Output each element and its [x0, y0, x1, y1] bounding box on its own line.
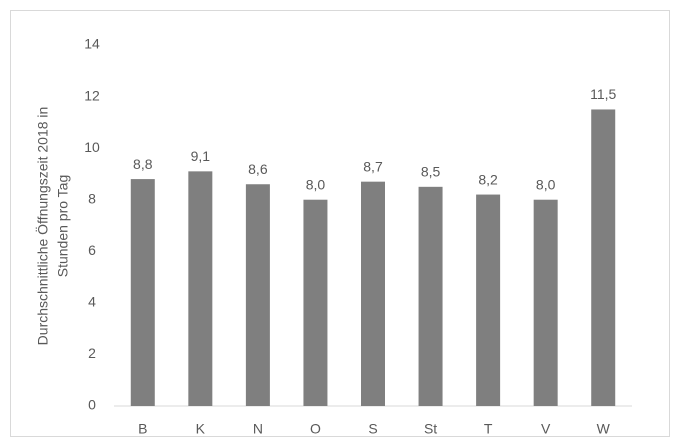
data-label: 8,7 — [363, 158, 383, 174]
data-label: 11,5 — [590, 86, 616, 102]
y-tick-label: 4 — [88, 294, 96, 310]
data-label: 8,8 — [133, 156, 153, 172]
y-axis-label: Stunden pro Tag — [55, 175, 71, 278]
y-tick-label: 6 — [88, 242, 96, 258]
y-tick-label: 0 — [88, 397, 96, 413]
x-tick-label: N — [253, 421, 263, 437]
bar — [533, 199, 558, 406]
x-tick-label: O — [310, 421, 321, 437]
chart-border — [10, 10, 670, 437]
y-tick-label: 12 — [84, 87, 100, 103]
x-tick-label: B — [138, 421, 147, 437]
bar — [476, 194, 501, 406]
bar — [361, 181, 385, 406]
x-tick-label: S — [368, 421, 377, 437]
data-label: 8,5 — [421, 164, 441, 180]
data-label: 8,0 — [536, 176, 556, 192]
bar — [130, 179, 155, 406]
y-tick-label: 14 — [84, 36, 100, 52]
bar — [591, 109, 616, 406]
y-tick-label: 8 — [88, 190, 96, 206]
data-label: 8,0 — [306, 176, 326, 192]
data-label: 8,6 — [248, 161, 268, 177]
data-label: 9,1 — [191, 148, 211, 164]
x-tick-label: V — [541, 421, 551, 437]
bar — [303, 199, 328, 406]
y-tick-label: 10 — [84, 139, 100, 155]
x-tick-label: K — [196, 421, 206, 437]
y-tick-label: 2 — [88, 345, 96, 361]
bar — [418, 186, 443, 406]
data-label: 8,2 — [478, 171, 498, 187]
x-tick-label: St — [424, 421, 437, 437]
x-tick-label: T — [484, 421, 493, 437]
x-tick-label: W — [597, 421, 611, 437]
bar — [245, 184, 270, 406]
bar — [188, 171, 213, 406]
y-axis-label: Durchschnittliche Öffnungszeit 2018 in — [34, 107, 51, 346]
